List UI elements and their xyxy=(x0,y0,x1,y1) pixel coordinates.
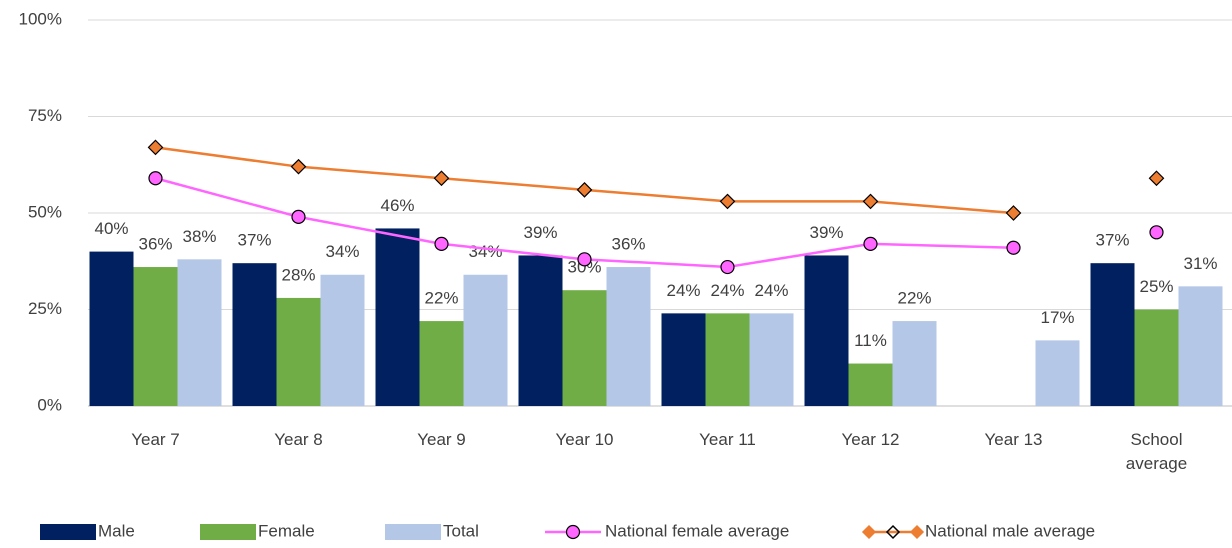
line-marker xyxy=(720,259,735,275)
legend-swatch xyxy=(385,524,441,540)
bar-value-label: 39% xyxy=(809,223,843,242)
legend-label: Male xyxy=(98,521,135,540)
bar xyxy=(177,259,222,406)
line xyxy=(155,146,1014,215)
bar-value-label: 24% xyxy=(710,281,744,300)
bar xyxy=(606,267,651,406)
legend-marker xyxy=(909,524,925,540)
bar-value-label: 37% xyxy=(237,231,271,250)
x-tick-label: School average xyxy=(1125,430,1188,473)
bar-value-label: 37% xyxy=(1095,231,1129,250)
bar xyxy=(89,251,134,406)
line-marker xyxy=(290,158,307,175)
bar xyxy=(133,267,178,406)
line-marker xyxy=(291,209,306,224)
x-tick-label: Year 9 xyxy=(417,430,466,449)
bar-value-label: 30% xyxy=(567,258,601,277)
line-marker xyxy=(719,193,736,210)
line-marker xyxy=(576,181,593,198)
line-marker xyxy=(434,236,449,251)
bar-value-label: 39% xyxy=(523,223,557,242)
bar-value-label: 36% xyxy=(138,235,172,254)
legend-label: Female xyxy=(258,521,315,540)
y-tick-label: 0% xyxy=(37,395,62,414)
bar xyxy=(1035,340,1080,406)
bar xyxy=(463,274,508,406)
bar-value-label: 28% xyxy=(281,265,315,284)
line-marker xyxy=(577,252,592,267)
bar-value-label: 24% xyxy=(754,281,788,300)
bar xyxy=(1178,286,1223,406)
legend-marker xyxy=(885,524,901,540)
bar xyxy=(705,313,750,406)
line-marker xyxy=(148,171,163,186)
bar xyxy=(892,321,937,406)
legend-label: National male average xyxy=(925,521,1095,540)
legend-marker xyxy=(861,524,877,540)
line-marker xyxy=(433,170,450,187)
x-tick-label: Year 8 xyxy=(274,430,323,449)
line-marker xyxy=(1006,240,1021,255)
bar-value-label: 34% xyxy=(468,242,502,261)
bar xyxy=(749,313,794,406)
legend-label: National female average xyxy=(605,521,789,540)
bar-value-label: 22% xyxy=(897,289,931,308)
bar xyxy=(562,290,607,406)
x-tick-label: Year 7 xyxy=(131,430,180,449)
bar xyxy=(1090,263,1135,406)
bar-value-label: 25% xyxy=(1139,277,1173,296)
bar xyxy=(518,255,563,406)
bar xyxy=(276,297,321,406)
legend-swatch xyxy=(40,524,96,540)
legend-label: Total xyxy=(443,521,479,540)
bar xyxy=(375,228,420,406)
bar xyxy=(848,363,893,406)
x-tick-label: Year 10 xyxy=(555,430,614,449)
line-marker xyxy=(1149,225,1164,240)
bar xyxy=(804,255,849,406)
bar xyxy=(232,263,277,406)
line-marker xyxy=(1148,170,1165,187)
bar-value-label: 40% xyxy=(94,219,128,238)
y-tick-label: 75% xyxy=(28,106,62,125)
line-marker xyxy=(862,193,879,210)
bar xyxy=(320,274,365,406)
bar xyxy=(661,313,706,406)
bar-value-label: 38% xyxy=(182,227,216,246)
bar-value-label: 34% xyxy=(325,242,359,261)
bar-value-label: 22% xyxy=(424,289,458,308)
y-tick-label: 25% xyxy=(28,299,62,318)
line-marker xyxy=(1005,205,1022,221)
bar-value-label: 24% xyxy=(666,281,700,300)
line-marker xyxy=(863,236,878,251)
x-tick-label: Year 12 xyxy=(841,430,900,449)
legend-swatch xyxy=(200,524,256,540)
y-tick-label: 100% xyxy=(19,9,62,28)
y-tick-label: 50% xyxy=(28,202,62,221)
bar-value-label: 11% xyxy=(854,331,887,350)
bar xyxy=(419,321,464,406)
x-tick-label: Year 11 xyxy=(699,430,756,449)
bar xyxy=(1134,309,1179,406)
line-marker xyxy=(147,139,164,156)
bar-value-label: 17% xyxy=(1040,308,1074,327)
bar-value-label: 31% xyxy=(1183,254,1217,273)
legend-marker xyxy=(565,524,581,540)
bar-value-label: 36% xyxy=(611,235,645,254)
bar-value-label: 46% xyxy=(380,196,414,215)
x-tick-label: Year 13 xyxy=(984,430,1043,449)
